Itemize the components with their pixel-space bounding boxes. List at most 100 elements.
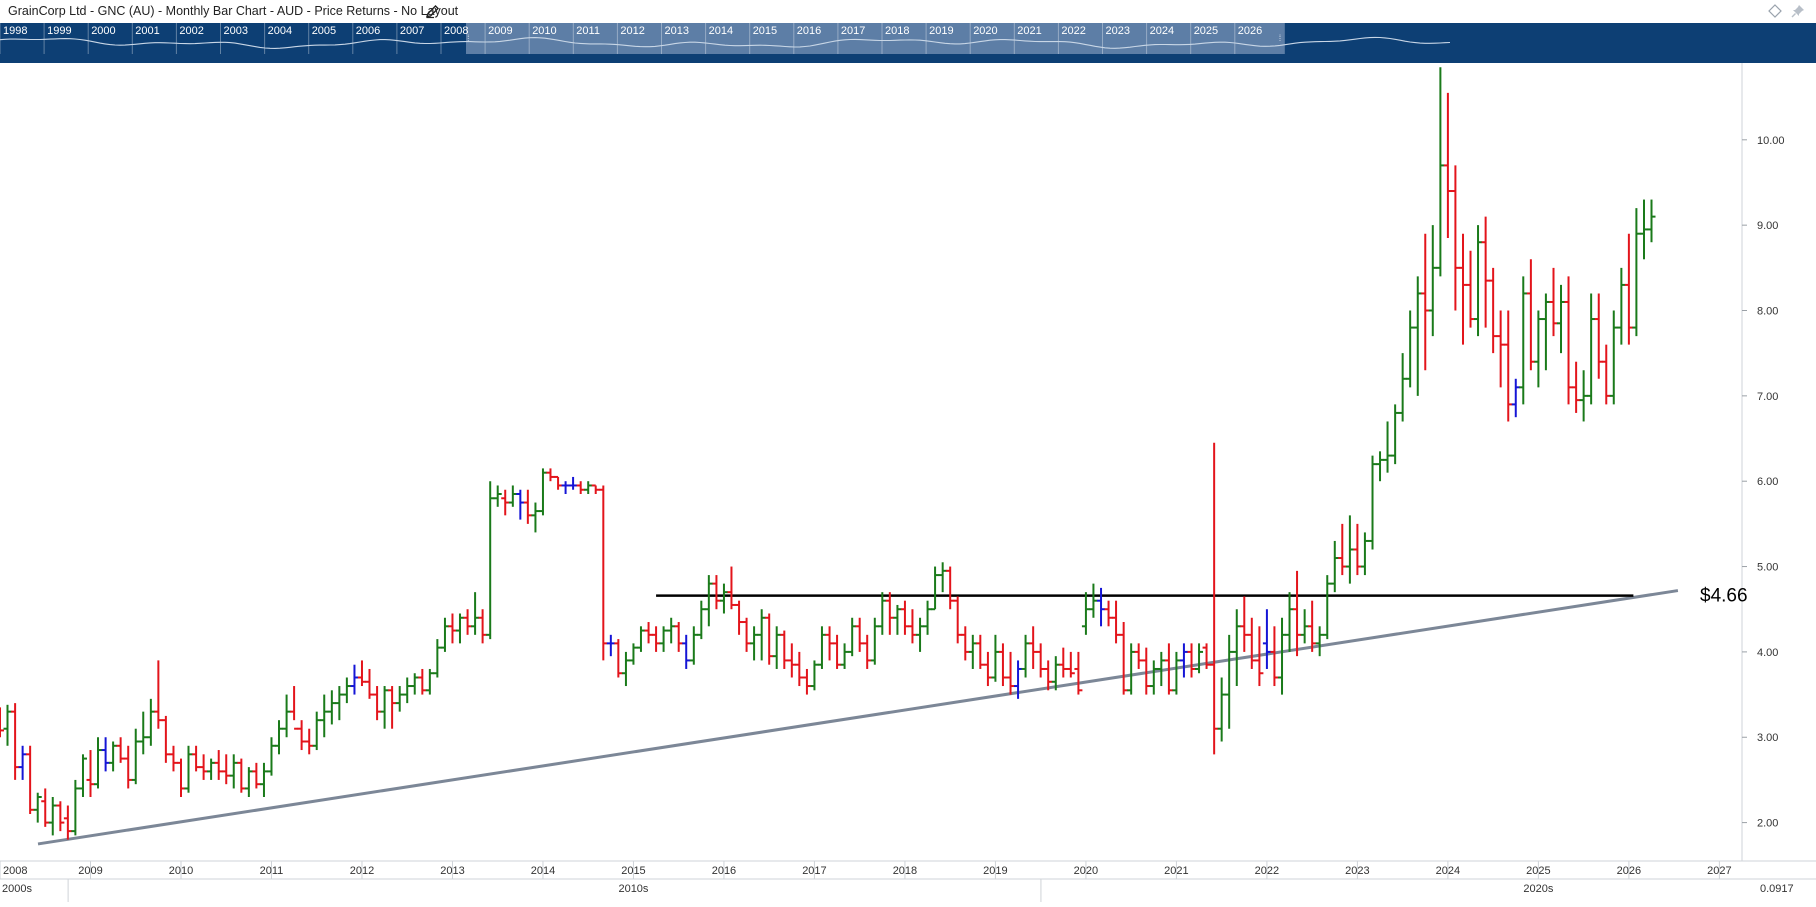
ohlc-bar[interactable] xyxy=(976,634,985,669)
ohlc-bar[interactable] xyxy=(885,592,894,635)
ohlc-bar[interactable] xyxy=(765,613,774,665)
ohlc-bar[interactable] xyxy=(1097,587,1106,627)
ohlc-bar[interactable] xyxy=(1526,259,1535,371)
ohlc-bar[interactable] xyxy=(418,668,427,695)
ohlc-bar[interactable] xyxy=(78,754,87,797)
ohlc-bar[interactable] xyxy=(750,626,759,661)
ohlc-bar[interactable] xyxy=(561,481,570,495)
ohlc-bar[interactable] xyxy=(1142,647,1151,695)
ohlc-bar[interactable] xyxy=(463,609,472,635)
price-chart[interactable]: 2.00 3.00 4.00 5.00 6.00 7.00 8.00 9.00 10.00 200… xyxy=(0,63,1816,902)
ohlc-bar[interactable] xyxy=(1406,310,1415,388)
ohlc-bar[interactable] xyxy=(599,485,608,661)
ohlc-bar[interactable] xyxy=(825,626,834,661)
ohlc-bar[interactable] xyxy=(802,668,811,695)
ohlc-bar[interactable] xyxy=(1541,293,1550,371)
ohlc-bar[interactable] xyxy=(1504,310,1513,422)
ohlc-bar[interactable] xyxy=(1134,643,1143,669)
ohlc-bar[interactable] xyxy=(983,651,992,687)
ohlc-bar[interactable] xyxy=(1104,600,1113,627)
ohlc-bar[interactable] xyxy=(878,592,887,635)
ohlc-bar[interactable] xyxy=(365,668,374,699)
ohlc-bar[interactable] xyxy=(478,609,487,644)
ohlc-bar[interactable] xyxy=(501,489,510,516)
ohlc-bar[interactable] xyxy=(1557,284,1566,354)
ohlc-bar[interactable] xyxy=(569,476,578,490)
ohlc-bar[interactable] xyxy=(1315,626,1324,657)
ohlc-bar[interactable] xyxy=(652,626,661,652)
ohlc-bar[interactable] xyxy=(833,634,842,669)
ohlc-bar[interactable] xyxy=(1217,677,1226,742)
ohlc-bar[interactable] xyxy=(1074,651,1083,695)
ohlc-bar[interactable] xyxy=(184,745,193,793)
ohlc-bar[interactable] xyxy=(1489,267,1498,354)
ohlc-bar[interactable] xyxy=(1451,165,1460,311)
ohlc-bar[interactable] xyxy=(606,634,615,657)
ohlc-bar[interactable] xyxy=(689,626,698,665)
ohlc-bar[interactable] xyxy=(1066,651,1075,678)
ohlc-bar[interactable] xyxy=(757,609,766,661)
ohlc-bar[interactable] xyxy=(584,481,593,495)
ohlc-bar[interactable] xyxy=(1534,310,1543,388)
ohlc-bar[interactable] xyxy=(621,651,630,687)
ohlc-bar[interactable] xyxy=(908,609,917,644)
ohlc-bar[interactable] xyxy=(1323,575,1332,640)
ohlc-bar[interactable] xyxy=(1330,540,1339,593)
ohlc-bar[interactable] xyxy=(719,583,728,614)
ohlc-bar[interactable] xyxy=(1572,361,1581,413)
ohlc-bar[interactable] xyxy=(1179,643,1188,678)
ohlc-bar[interactable] xyxy=(1278,617,1287,695)
navigator-right-handle[interactable]: ⁞ xyxy=(1279,33,1282,43)
ohlc-bar[interactable] xyxy=(274,720,283,755)
range-navigator[interactable]: 1998 1999 2000 2001 2002 2003 2004 2005 2006 2007… xyxy=(0,23,1816,63)
ohlc-bar[interactable] xyxy=(1632,208,1641,337)
ohlc-bar[interactable] xyxy=(1285,592,1294,652)
ohlc-bar[interactable] xyxy=(1391,404,1400,465)
ohlc-bar[interactable] xyxy=(1051,656,1060,691)
ohlc-bar[interactable] xyxy=(1112,600,1121,644)
ohlc-bar[interactable] xyxy=(56,801,65,832)
ohlc-bar[interactable] xyxy=(63,805,72,840)
ohlc-bar[interactable] xyxy=(810,660,819,691)
ohlc-bar[interactable] xyxy=(18,745,27,780)
ohlc-bar[interactable] xyxy=(33,792,42,823)
ohlc-bar[interactable] xyxy=(282,694,291,738)
ohlc-bar[interactable] xyxy=(516,489,525,520)
ohlc-bar[interactable] xyxy=(991,634,1000,682)
ohlc-bar[interactable] xyxy=(388,686,397,729)
ohlc-bar[interactable] xyxy=(139,711,148,755)
ohlc-bar[interactable] xyxy=(1021,634,1030,678)
ohlc-bar[interactable] xyxy=(1443,92,1452,238)
ohlc-bar[interactable] xyxy=(968,634,977,669)
ohlc-bar[interactable] xyxy=(1579,370,1588,422)
ohlc-bar[interactable] xyxy=(1398,353,1407,422)
ohlc-bar[interactable] xyxy=(1081,592,1090,635)
ohlc-bar[interactable] xyxy=(169,745,178,772)
ohlc-bar[interactable] xyxy=(1624,233,1633,345)
ohlc-bar[interactable] xyxy=(870,617,879,665)
ohlc-bar[interactable] xyxy=(1210,442,1219,755)
ohlc-bar[interactable] xyxy=(131,728,140,785)
ohlc-bar[interactable] xyxy=(350,664,359,695)
ohlc-bar[interactable] xyxy=(357,660,366,687)
ohlc-bar[interactable] xyxy=(1459,233,1468,345)
ohlc-bar[interactable] xyxy=(448,613,457,644)
ohlc-bar[interactable] xyxy=(1255,626,1264,687)
ohlc-bar[interactable] xyxy=(1149,660,1158,695)
ohlc-bar[interactable] xyxy=(222,754,231,785)
ohlc-bar[interactable] xyxy=(1617,267,1626,345)
ohlc-bar[interactable] xyxy=(1059,647,1068,678)
ohlc-bar[interactable] xyxy=(682,634,691,669)
diamond-icon[interactable] xyxy=(1768,4,1782,18)
ohlc-bar[interactable] xyxy=(1127,643,1136,695)
ohlc-bar[interactable] xyxy=(252,762,261,789)
ohlc-bar[interactable] xyxy=(1300,609,1309,644)
ohlc-bar[interactable] xyxy=(1262,609,1271,669)
ohlc-bar[interactable] xyxy=(735,600,744,635)
ohlc-bar[interactable] xyxy=(1564,276,1573,405)
ohlc-bar[interactable] xyxy=(229,754,238,789)
ohlc-bar[interactable] xyxy=(48,796,57,836)
ohlc-bar[interactable] xyxy=(554,475,563,490)
ohlc-bar[interactable] xyxy=(101,737,110,772)
ohlc-bar[interactable] xyxy=(1014,660,1023,699)
